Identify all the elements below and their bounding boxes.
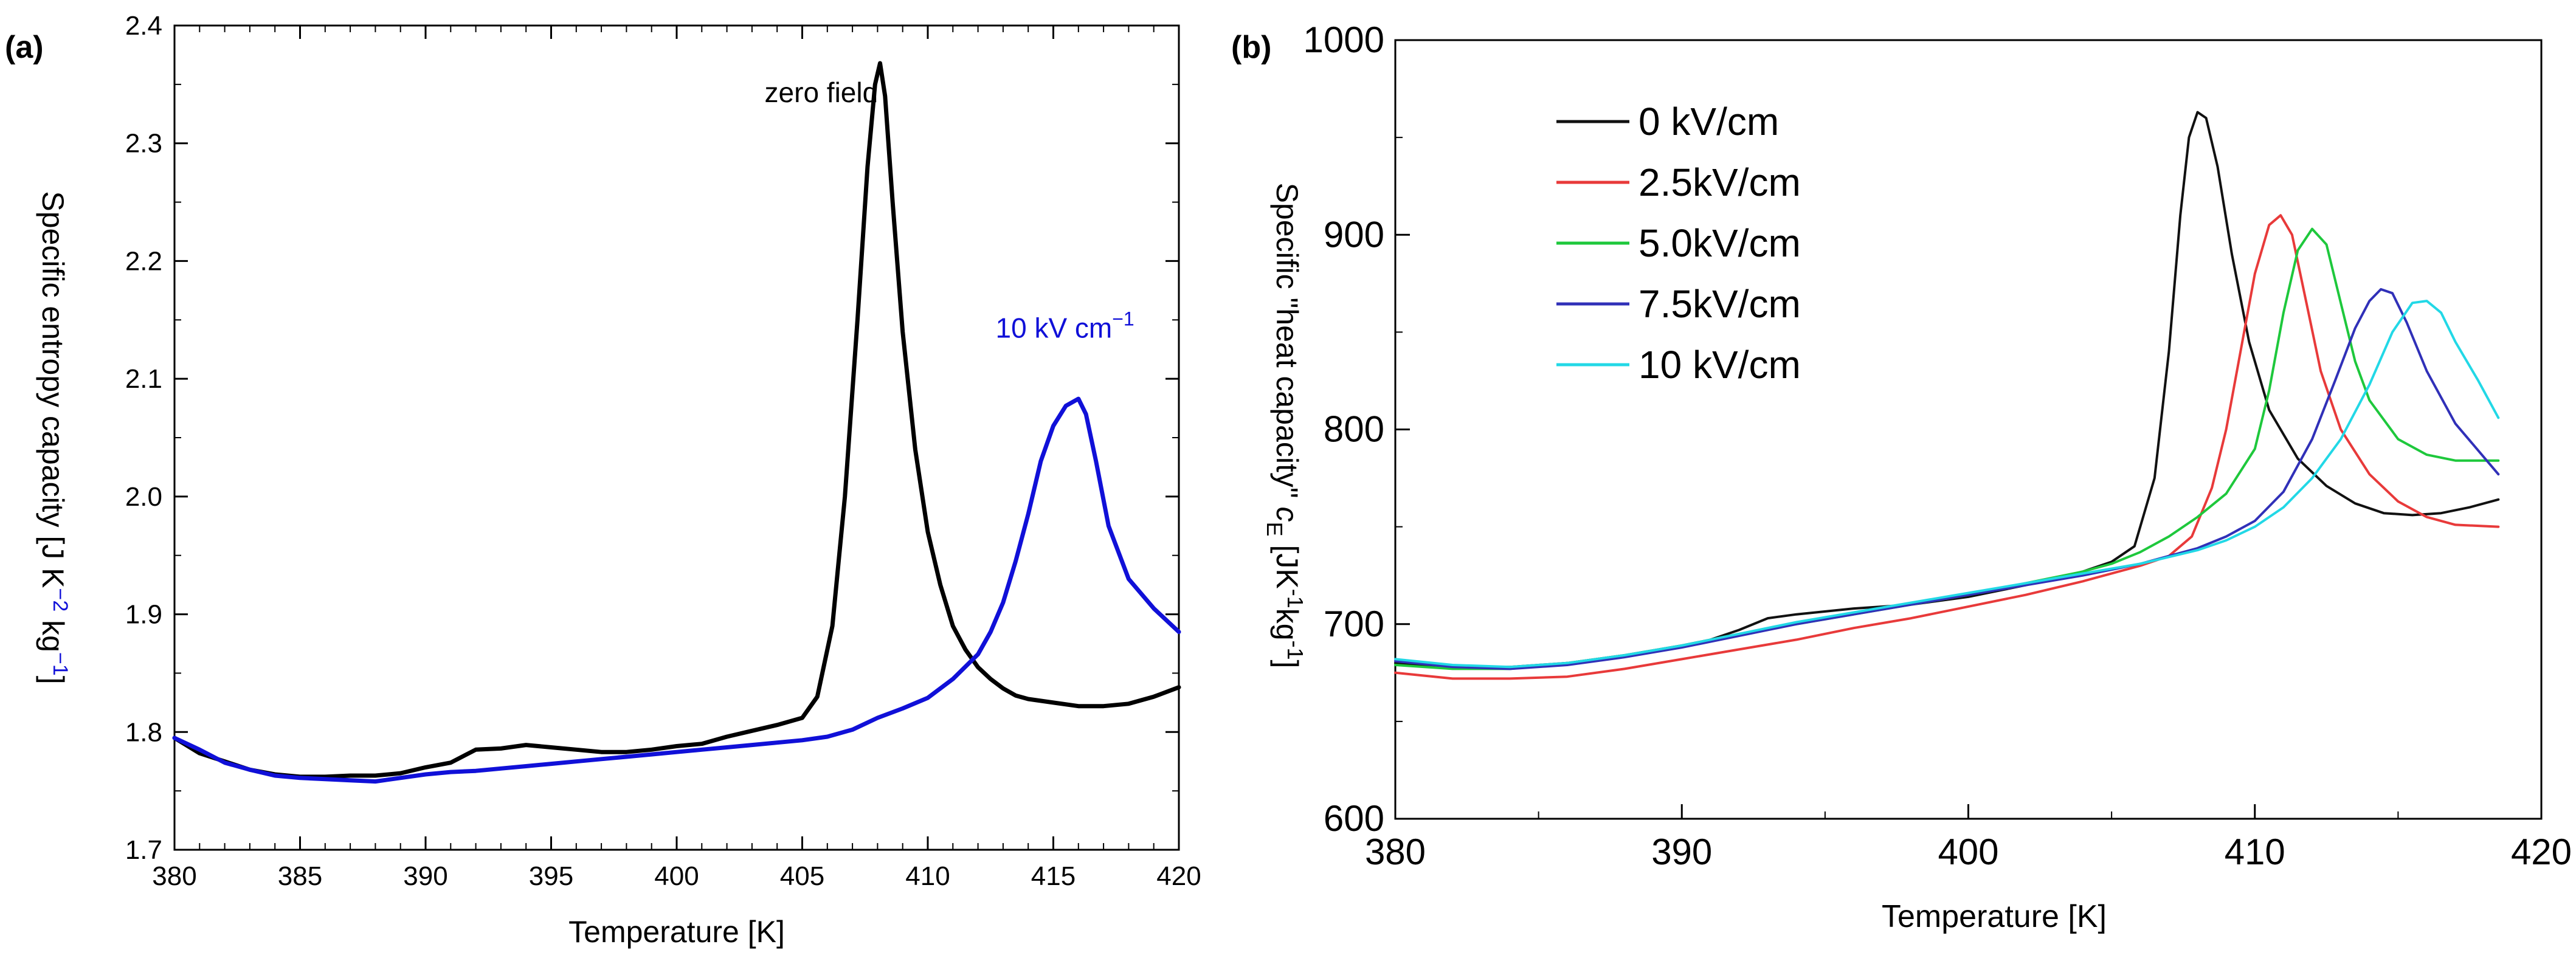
x-tick-label: 410 — [905, 861, 950, 891]
series-line-zero-field — [172, 61, 1181, 779]
panel-a-chart: (a) 380 385 390 395 400 405 410 415 420 1.71.81.… — [5, 11, 1201, 949]
y-tick-label: 1000 — [1304, 19, 1384, 60]
legend-label-2-5kv-cm: 2.5kV/cm — [1638, 160, 1801, 204]
y-tick-label: 1.8 — [125, 717, 162, 747]
panel-b-x-tick-labels: 380 390 400 410 420 — [1365, 832, 2572, 872]
y-tick-label: 1.9 — [125, 600, 162, 630]
y-tick-label: 700 — [1324, 604, 1384, 644]
x-tick-label: 405 — [780, 861, 824, 891]
panel-a-annotations: zero field 10 kV cm−1 — [765, 77, 1134, 343]
panel-b-chart: (b) 380 390 400 410 420 600 700 800 900 1000 0 k… — [1231, 19, 2572, 934]
panel-a-x-tick-labels: 380 385 390 395 400 405 410 415 420 — [152, 861, 1201, 891]
panel-b-y-axis-title: Specific "heat capacity" cE [JK-1kg-1] — [1262, 183, 1308, 669]
x-tick-label: 390 — [1651, 832, 1712, 872]
y-tick-label: 900 — [1324, 214, 1384, 255]
x-tick-label: 410 — [2225, 832, 2285, 872]
panel-a-x-axis-title: Temperature [K] — [568, 915, 785, 949]
panel-a-y-tick-labels: 1.7 1.8 1.9 2.0 2.1 2.2 2.3 2.4 — [125, 11, 162, 865]
y-tick-label: 600 — [1324, 798, 1384, 839]
y-tick-label: 2.0 — [125, 482, 162, 512]
y-tick-label: 2.3 — [125, 129, 162, 159]
panel-b-x-axis-title: Temperature [K] — [1882, 899, 2107, 934]
annotation-zero-field: zero field — [765, 77, 879, 108]
x-tick-label: 395 — [529, 861, 573, 891]
panel-a-series — [172, 61, 1181, 784]
y-tick-label: 800 — [1324, 409, 1384, 450]
y-tick-label: 2.1 — [125, 364, 162, 394]
x-tick-label: 400 — [1938, 832, 1998, 872]
x-tick-label: 380 — [1365, 832, 1426, 872]
x-tick-label: 415 — [1031, 861, 1076, 891]
x-tick-label: 400 — [654, 861, 699, 891]
x-tick-label: 385 — [278, 861, 322, 891]
series-line-10-kv-cm — [1394, 300, 2500, 669]
x-tick-label: 420 — [2511, 832, 2572, 872]
y-tick-label: 2.2 — [125, 246, 162, 276]
legend-label-10-kv-cm: 10 kV/cm — [1638, 343, 1801, 387]
panel-a-label: (a) — [5, 30, 44, 65]
legend-label-5-0kv-cm: 5.0kV/cm — [1638, 221, 1801, 265]
y-tick-label: 2.4 — [125, 11, 162, 41]
y-tick-label: 1.7 — [125, 835, 162, 865]
panel-a-y-axis-title: Specific entropy capacity [J K−2 kg−1] — [36, 191, 72, 684]
annotation-10-kv-cm: 10 kV cm−1 — [996, 308, 1134, 343]
x-tick-label: 380 — [152, 861, 196, 891]
panel-b-series — [1394, 111, 2500, 680]
legend-label-0-kv-cm: 0 kV/cm — [1638, 100, 1779, 143]
legend-label-7-5kv-cm: 7.5kV/cm — [1638, 282, 1801, 326]
x-tick-label: 390 — [403, 861, 447, 891]
panel-b-label: (b) — [1231, 30, 1271, 65]
series-line-2-5kv-cm — [1394, 214, 2500, 680]
panel-a-axis-ticks — [173, 24, 1180, 851]
series-line-10-kv-cm — [172, 396, 1181, 784]
panel-b-y-tick-labels: 600 700 800 900 1000 — [1304, 19, 1384, 839]
panel-b-legend: 0 kV/cm 2.5kV/cm 5.0kV/cm 7.5kV/cm 10 kV/cm — [1556, 100, 1801, 387]
panel-b-axis-ticks — [1394, 39, 2543, 820]
x-tick-label: 420 — [1156, 861, 1201, 891]
